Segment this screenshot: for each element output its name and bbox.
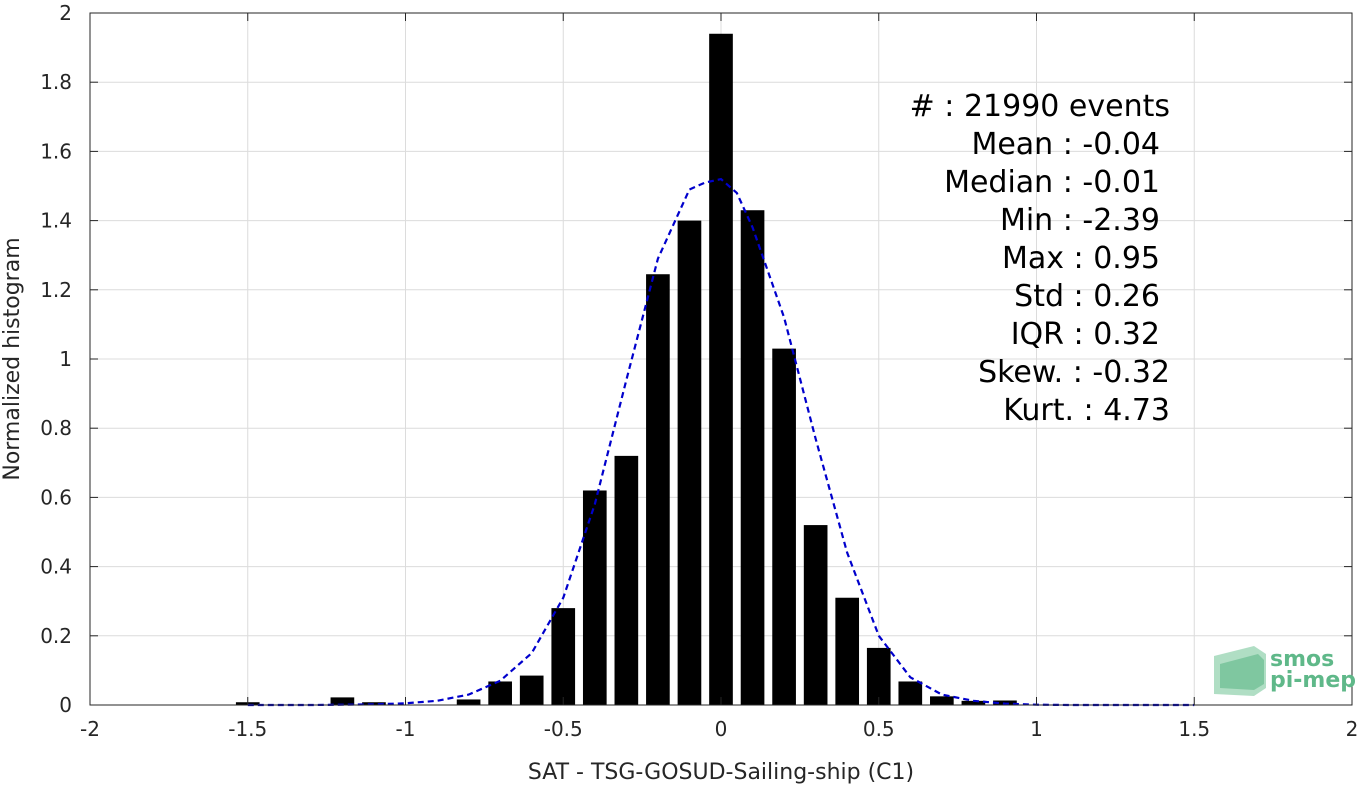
histogram-bar [614, 455, 639, 705]
y-axis-ticks: 0 0.2 0.4 0.6 0.8 1 1.2 1.4 1.6 1.8 2 [40, 1, 1352, 717]
y-tick-label: 0.6 [40, 485, 72, 509]
histogram-bar [803, 525, 828, 705]
logo-wave-icon-inner [1220, 654, 1264, 690]
stat-line: Mean : -0.04 [971, 127, 1160, 162]
x-axis-label: SAT - TSG-GOSUD-Sailing-ship (C1) [528, 760, 914, 785]
histogram-bar [330, 697, 355, 705]
stat-line: Max : 0.95 [1002, 241, 1160, 276]
stat-line: Median : -0.01 [944, 165, 1160, 200]
y-tick-label: 1.6 [40, 139, 72, 163]
stat-line: Skew. : -0.32 [978, 355, 1170, 390]
histogram-bar [961, 700, 986, 705]
logo-line2: pi-mep [1270, 668, 1356, 693]
fit-curve [247, 177, 1195, 707]
y-tick-label: 0.8 [40, 416, 72, 440]
histogram-bar [898, 681, 923, 705]
x-tick-label: -1 [396, 717, 416, 741]
histogram-bar [772, 348, 796, 705]
histogram-bars [235, 33, 1017, 705]
x-tick-label: -2 [80, 717, 100, 741]
stat-line: Kurt. : 4.73 [1003, 393, 1170, 428]
y-tick-label: 1.4 [40, 209, 72, 233]
histogram-bar [709, 33, 733, 705]
stat-line: # : 21990 events [910, 89, 1170, 124]
smos-pi-mep-logo: smos pi-mep [1214, 646, 1356, 696]
histogram-bar [362, 702, 386, 705]
y-tick-label: 1.2 [40, 278, 72, 302]
x-tick-label: -1.5 [228, 717, 267, 741]
histogram-bar [488, 681, 512, 705]
x-tick-label: 0 [715, 717, 728, 741]
histogram-bar [582, 490, 607, 705]
y-tick-label: 0.2 [40, 624, 72, 648]
logo-line1: smos [1270, 647, 1334, 672]
histogram-bar [835, 597, 860, 705]
y-tick-label: 2 [59, 1, 72, 25]
y-tick-label: 1.8 [40, 70, 72, 94]
histogram-bar [677, 220, 702, 705]
x-tick-label: 2 [1346, 717, 1359, 741]
y-tick-label: 0 [59, 693, 72, 717]
y-axis-label: Normalized histogram [0, 237, 25, 480]
histogram-bar [740, 210, 765, 705]
histogram-bar [930, 696, 954, 705]
x-tick-label: 1 [1030, 717, 1043, 741]
histogram-bar [646, 274, 670, 705]
stat-line: IQR : 0.32 [1011, 317, 1160, 352]
histogram-bar [456, 699, 481, 705]
x-tick-label: -0.5 [544, 717, 583, 741]
x-tick-label: 1.5 [1178, 717, 1210, 741]
stat-line: Std : 0.26 [1014, 279, 1160, 314]
histogram-bar [866, 647, 891, 705]
x-tick-label: 0.5 [863, 717, 895, 741]
histogram-bar [519, 675, 544, 705]
y-tick-label: 0.4 [40, 555, 72, 579]
y-tick-label: 1 [59, 347, 72, 371]
x-axis-ticks: -2 -1.5 -1 -0.5 0 0.5 1 1.5 2 [80, 13, 1358, 741]
stat-line: Min : -2.39 [1000, 203, 1160, 238]
histogram-bar [551, 608, 576, 705]
